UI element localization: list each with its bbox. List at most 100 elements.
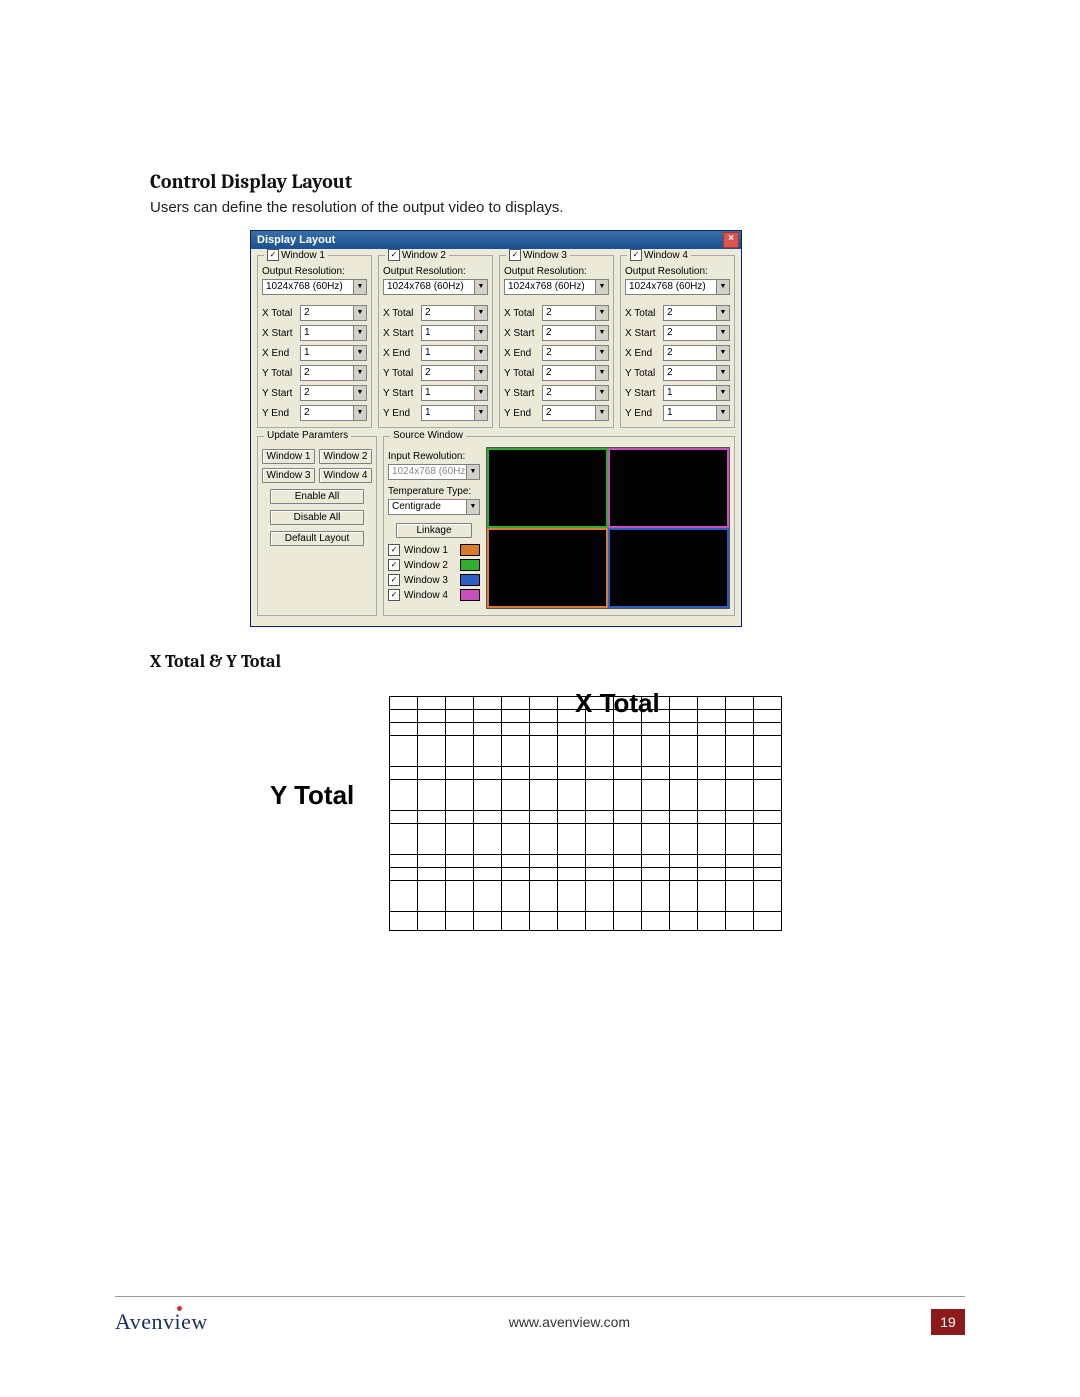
field-label: Y End (262, 408, 296, 419)
update-window4-button[interactable]: Window 4 (319, 468, 372, 483)
window-4-xstart-input[interactable]: 2▼ (663, 325, 730, 341)
chevron-down-icon[interactable]: ▼ (716, 386, 729, 400)
update-parameters-group: Update Paramters Window 1 Window 2 Windo… (257, 436, 377, 616)
disable-all-button[interactable]: Disable All (270, 510, 364, 525)
window-2-xtotal-input[interactable]: 2▼ (421, 305, 488, 321)
window-2-xend-input[interactable]: 1▼ (421, 345, 488, 361)
window-1-xstart-input[interactable]: 1▼ (300, 325, 367, 341)
window-1-resolution-select[interactable]: 1024x768 (60Hz)▼ (262, 279, 367, 295)
chevron-down-icon[interactable]: ▼ (353, 280, 366, 294)
chevron-down-icon[interactable]: ▼ (353, 386, 366, 400)
chevron-down-icon[interactable]: ▼ (716, 406, 729, 420)
output-resolution-label: Output Resolution: (262, 266, 367, 277)
window-2-ystart-input[interactable]: 1▼ (421, 385, 488, 401)
legend-window-3-checkbox[interactable]: ✓ (388, 574, 400, 586)
chevron-down-icon[interactable]: ▼ (595, 386, 608, 400)
window-3-checkbox[interactable]: ✓ (509, 249, 521, 261)
legend-row-window-4: ✓ Window 4 (388, 589, 480, 601)
chevron-down-icon[interactable]: ▼ (595, 280, 608, 294)
window-4-ytotal-input[interactable]: 2▼ (663, 365, 730, 381)
chevron-down-icon[interactable]: ▼ (353, 406, 366, 420)
legend-window-1-swatch (460, 544, 480, 556)
window-4-xend-input[interactable]: 2▼ (663, 345, 730, 361)
legend-row-window-2: ✓Window 2 (388, 559, 480, 571)
chevron-down-icon[interactable]: ▼ (474, 346, 487, 360)
window-1-xend-input[interactable]: 1▼ (300, 345, 367, 361)
input-resolution-select[interactable]: 1024x768 (60Hz) ▼ (388, 464, 480, 480)
chevron-down-icon[interactable]: ▼ (595, 366, 608, 380)
chevron-down-icon[interactable]: ▼ (716, 366, 729, 380)
chevron-down-icon[interactable]: ▼ (466, 500, 479, 514)
window-2-checkbox[interactable]: ✓ (388, 249, 400, 261)
field-label: X End (504, 348, 538, 359)
chevron-down-icon[interactable]: ▼ (595, 406, 608, 420)
chevron-down-icon[interactable]: ▼ (595, 306, 608, 320)
update-window1-button[interactable]: Window 1 (262, 449, 315, 464)
chevron-down-icon[interactable]: ▼ (474, 366, 487, 380)
heading-x-total-y-total: X Total & Y Total (150, 651, 960, 672)
field-label: X End (625, 348, 659, 359)
chevron-down-icon[interactable]: ▼ (353, 346, 366, 360)
chevron-down-icon[interactable]: ▼ (595, 326, 608, 340)
chevron-down-icon[interactable]: ▼ (466, 465, 479, 479)
input-resolution-label: Input Rewolution: (388, 451, 480, 462)
field-label: Y End (504, 408, 538, 419)
window-3-xtotal-input[interactable]: 2▼ (542, 305, 609, 321)
chevron-down-icon[interactable]: ▼ (716, 326, 729, 340)
legend-window-3-swatch (460, 574, 480, 586)
legend-window-4-swatch (460, 589, 480, 601)
window-3-ytotal-input[interactable]: 2▼ (542, 365, 609, 381)
legend-window-1-checkbox[interactable]: ✓ (388, 544, 400, 556)
legend-window-2-checkbox[interactable]: ✓ (388, 559, 400, 571)
legend-window-4-checkbox[interactable]: ✓ (388, 589, 400, 601)
chevron-down-icon[interactable]: ▼ (474, 406, 487, 420)
window-3-resolution-select[interactable]: 1024x768 (60Hz)▼ (504, 279, 609, 295)
linkage-button[interactable]: Linkage (396, 523, 472, 538)
chevron-down-icon[interactable]: ▼ (474, 280, 487, 294)
window-2-resolution-select[interactable]: 1024x768 (60Hz)▼ (383, 279, 488, 295)
output-resolution-label: Output Resolution: (625, 266, 730, 277)
window-1-ystart-input[interactable]: 2▼ (300, 385, 367, 401)
window-1-checkbox[interactable]: ✓ (267, 249, 279, 261)
chevron-down-icon[interactable]: ▼ (353, 306, 366, 320)
window-4-ystart-input[interactable]: 1▼ (663, 385, 730, 401)
default-layout-button[interactable]: Default Layout (270, 531, 364, 546)
window-1-ytotal-input[interactable]: 2▼ (300, 365, 367, 381)
chevron-down-icon[interactable]: ▼ (353, 366, 366, 380)
window-3-yend-input[interactable]: 2▼ (542, 405, 609, 421)
window-3-xend-input[interactable]: 2▼ (542, 345, 609, 361)
source-preview (486, 447, 730, 609)
window-2-xstart-input[interactable]: 1▼ (421, 325, 488, 341)
window-1-xtotal-input[interactable]: 2▼ (300, 305, 367, 321)
xytotal-diagram: X Total Y Total (275, 696, 835, 931)
window-2-yend-input[interactable]: 1▼ (421, 405, 488, 421)
window-4-checkbox[interactable]: ✓ (630, 249, 642, 261)
close-icon[interactable]: × (723, 232, 739, 248)
window-2-ytotal-input[interactable]: 2▼ (421, 365, 488, 381)
window-4-yend-input[interactable]: 1▼ (663, 405, 730, 421)
temperature-type-select[interactable]: Centigrade ▼ (388, 499, 480, 515)
window-3-xstart-input[interactable]: 2▼ (542, 325, 609, 341)
field-label: X Start (262, 328, 296, 339)
chevron-down-icon[interactable]: ▼ (353, 326, 366, 340)
field-label: Y End (383, 408, 417, 419)
window-4-resolution-select[interactable]: 1024x768 (60Hz)▼ (625, 279, 730, 295)
field-label: X Total (262, 308, 296, 319)
chevron-down-icon[interactable]: ▼ (595, 346, 608, 360)
window-1-group: ✓Window 1Output Resolution:1024x768 (60H… (257, 255, 372, 428)
x-total-label: X Total (575, 688, 660, 719)
chevron-down-icon[interactable]: ▼ (716, 306, 729, 320)
chevron-down-icon[interactable]: ▼ (474, 386, 487, 400)
chevron-down-icon[interactable]: ▼ (474, 326, 487, 340)
output-resolution-label: Output Resolution: (383, 266, 488, 277)
window-3-ystart-input[interactable]: 2▼ (542, 385, 609, 401)
enable-all-button[interactable]: Enable All (270, 489, 364, 504)
window-1-yend-input[interactable]: 2▼ (300, 405, 367, 421)
legend-window-4-label: Window 4 (404, 590, 448, 601)
chevron-down-icon[interactable]: ▼ (716, 280, 729, 294)
chevron-down-icon[interactable]: ▼ (716, 346, 729, 360)
update-window2-button[interactable]: Window 2 (319, 449, 372, 464)
chevron-down-icon[interactable]: ▼ (474, 306, 487, 320)
update-window3-button[interactable]: Window 3 (262, 468, 315, 483)
window-4-xtotal-input[interactable]: 2▼ (663, 305, 730, 321)
